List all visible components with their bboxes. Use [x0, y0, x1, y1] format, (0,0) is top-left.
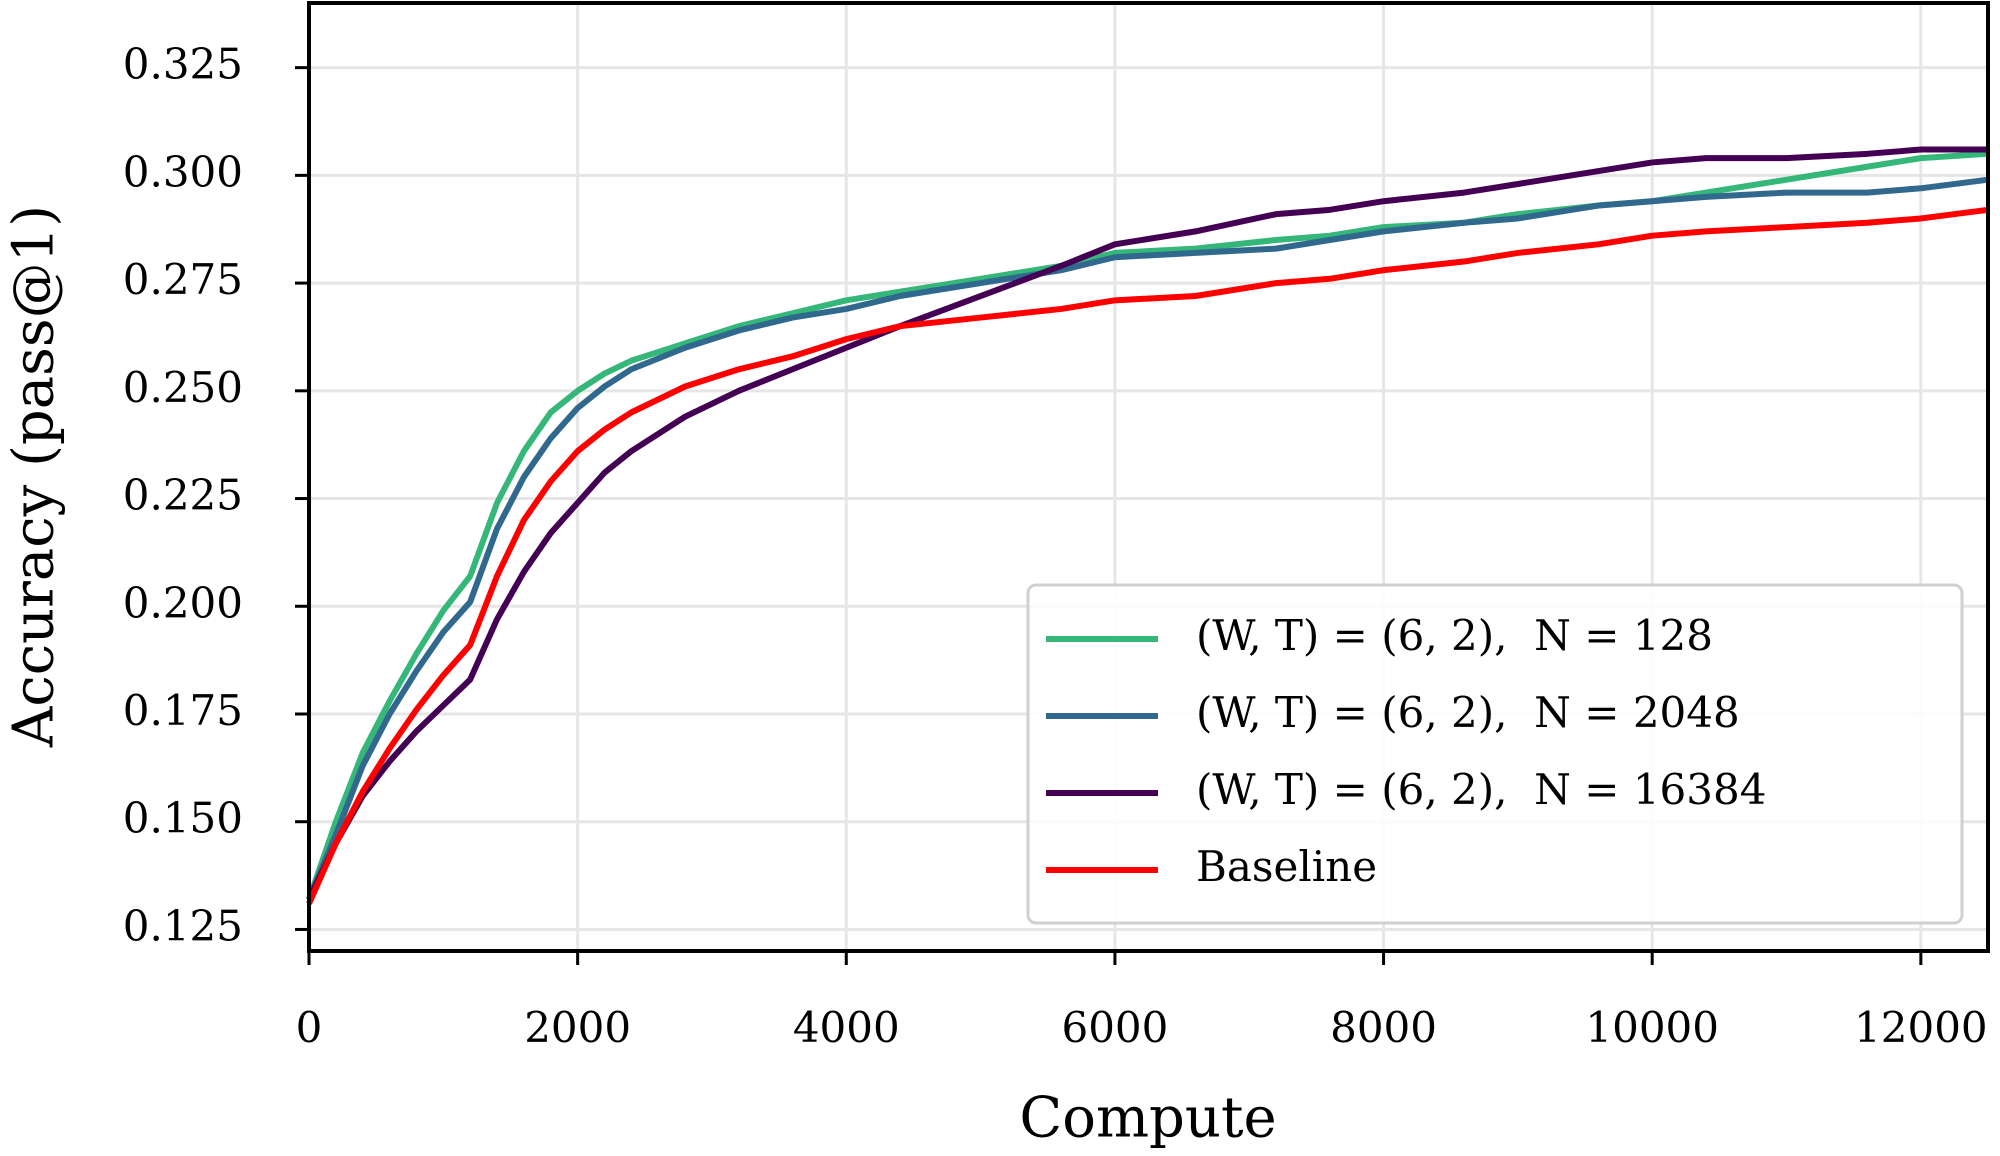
- y-tick-label: 0.200: [123, 578, 243, 627]
- y-tick-label: 0.250: [123, 363, 243, 412]
- legend-box: [1026, 583, 1964, 925]
- legend-label: (W, T) = (6, 2), N = 128: [1196, 611, 1713, 660]
- y-tick-label: 0.225: [123, 471, 243, 520]
- line-series: [306, 146, 1988, 901]
- x-tick-label: 4000: [793, 1003, 900, 1052]
- x-tick-label: 6000: [1061, 1003, 1168, 1052]
- x-tick-label: 8000: [1330, 1003, 1437, 1052]
- x-tick-label: 10000: [1585, 1003, 1719, 1052]
- legend-label: (W, T) = (6, 2), N = 16384: [1196, 765, 1766, 814]
- plot-frame: [307, 1, 1990, 953]
- y-tick-label: 0.300: [123, 147, 243, 196]
- y-axis-label: Accuracy (pass@1): [2, 205, 67, 748]
- y-tick-label: 0.125: [123, 901, 243, 950]
- line-series: [306, 206, 1989, 905]
- x-axis-label: Compute: [1019, 1086, 1276, 1151]
- y-tick-label: 0.275: [123, 255, 243, 304]
- x-tick-label: 0: [296, 1003, 323, 1052]
- y-tick-label: 0.325: [123, 40, 243, 89]
- y-tick-label: 0.150: [123, 794, 243, 843]
- legend-label: (W, T) = (6, 2), N = 2048: [1196, 688, 1740, 737]
- y-tick-label: 0.175: [123, 686, 243, 735]
- legend-label: Baseline: [1196, 842, 1377, 891]
- line-series: [306, 176, 1989, 901]
- x-tick-label: 12000: [1854, 1003, 1988, 1052]
- x-tick-label: 2000: [524, 1003, 631, 1052]
